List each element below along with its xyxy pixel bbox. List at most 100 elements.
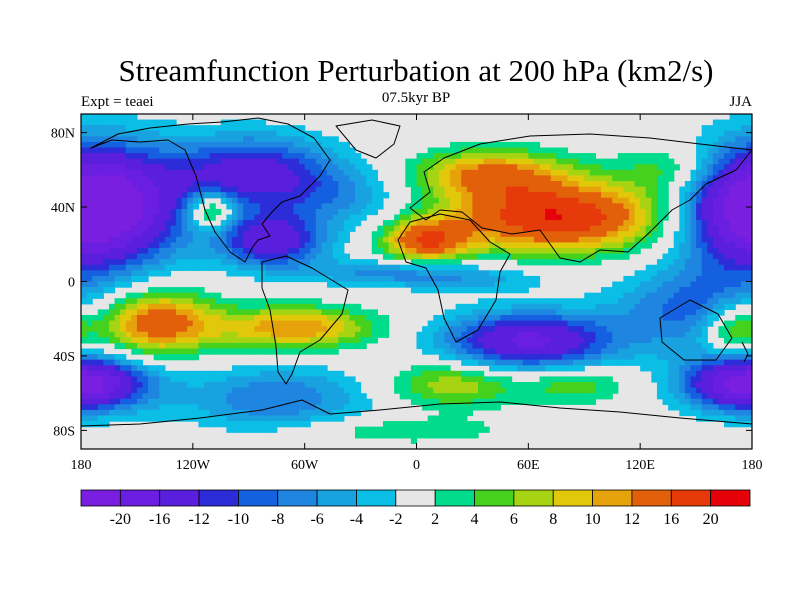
field-cell [215, 320, 222, 327]
field-cell [125, 409, 132, 417]
field-cell [589, 393, 597, 400]
field-cell [198, 315, 205, 322]
field-cell [170, 158, 177, 165]
field-cell [517, 275, 524, 283]
field-cell [310, 153, 317, 160]
field-cell [522, 153, 529, 160]
field-cell [662, 181, 669, 188]
field-cell [108, 382, 116, 389]
field-cell [287, 404, 295, 411]
field-cell [142, 275, 149, 283]
field-cell [220, 409, 227, 417]
field-cell [282, 315, 289, 322]
field-cell [287, 136, 295, 143]
field-cell [382, 225, 390, 232]
field-cell [494, 382, 501, 389]
field-cell [103, 315, 110, 322]
field-cell [433, 315, 440, 322]
field-cell [204, 130, 211, 137]
field-cell [231, 270, 239, 277]
field-cell [494, 203, 501, 210]
field-cell [606, 326, 613, 333]
field-cell [103, 119, 110, 126]
field-cell [181, 192, 188, 199]
field-cell [533, 331, 541, 338]
field-cell [444, 264, 451, 271]
field-cell [724, 404, 731, 411]
field-cell [327, 181, 334, 188]
field-cell [701, 136, 708, 143]
field-cell [332, 275, 339, 283]
field-cell [433, 281, 440, 288]
field-cell [483, 382, 490, 389]
field-cell [86, 287, 93, 294]
field-cell [254, 147, 261, 154]
field-cell [321, 192, 328, 199]
field-cell [192, 253, 200, 260]
field-cell [578, 376, 585, 383]
field-cell [517, 158, 524, 165]
field-cell [735, 376, 742, 383]
field-cell [718, 404, 725, 411]
field-cell [97, 208, 104, 216]
field-cell [293, 303, 300, 311]
field-cell [623, 242, 630, 249]
field-cell [192, 326, 200, 333]
field-cell [410, 220, 418, 227]
field-cell [181, 153, 188, 160]
field-cell [539, 181, 546, 188]
field-cell [528, 208, 535, 216]
field-cell [472, 354, 479, 361]
field-cell [461, 331, 468, 338]
field-cell [220, 382, 227, 389]
field-cell [561, 348, 569, 355]
field-cell [533, 281, 541, 288]
field-cell [293, 309, 300, 316]
field-cell [282, 348, 289, 355]
field-cell [656, 186, 664, 193]
field-cell [522, 236, 529, 244]
field-cell [427, 175, 434, 182]
field-cell [243, 376, 250, 383]
field-cell [601, 236, 608, 244]
field-cell [505, 158, 513, 165]
field-cell [545, 242, 552, 249]
field-cell [92, 248, 99, 255]
field-cell [81, 398, 88, 405]
field-cell [668, 303, 675, 311]
field-cell [103, 248, 110, 255]
field-cell [679, 292, 686, 299]
field-cell [243, 164, 250, 171]
field-cell [718, 253, 725, 260]
field-cell [354, 404, 362, 411]
field-cell [181, 309, 188, 316]
field-cell [556, 236, 563, 244]
field-cell [533, 192, 541, 199]
field-cell [455, 197, 462, 204]
field-cell [735, 326, 742, 333]
field-cell [103, 409, 110, 417]
field-cell [478, 147, 485, 154]
field-cell [271, 382, 278, 389]
field-cell [338, 242, 345, 249]
field-cell [321, 158, 328, 165]
field-cell [327, 197, 334, 204]
field-cell [271, 309, 278, 316]
field-cell [164, 136, 172, 143]
field-cell [226, 393, 233, 400]
field-cell [617, 320, 624, 327]
field-cell [511, 208, 518, 216]
field-cell [746, 281, 752, 288]
field-cell [204, 192, 211, 199]
field-cell [293, 337, 300, 344]
field-cell [388, 242, 395, 249]
field-cell [86, 236, 93, 244]
field-cell [259, 365, 267, 372]
field-cell [718, 130, 725, 137]
field-cell [332, 203, 339, 210]
field-cell [612, 287, 619, 294]
field-cell [505, 248, 513, 255]
field-cell [556, 359, 563, 366]
field-cell [338, 382, 345, 389]
field-cell [455, 141, 462, 149]
